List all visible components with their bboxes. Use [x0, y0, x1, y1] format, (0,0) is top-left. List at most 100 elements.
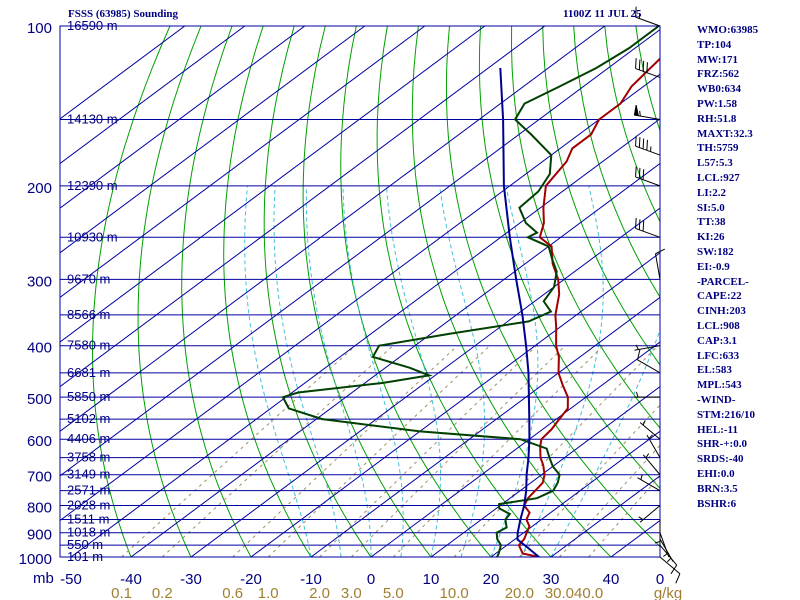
pressure-tick-label: 900 [27, 527, 52, 544]
height-label: 8566 m [67, 307, 110, 322]
temperature-tick-label: 30 [543, 571, 560, 588]
moist-adiabat [550, 328, 660, 557]
index-item: HEL:-11 [697, 423, 738, 436]
temperature-tick-label: 10 [423, 571, 440, 588]
temperature-tick-label: 0 [656, 571, 664, 588]
index-item: EL:583 [697, 364, 732, 377]
mixing-ratio-label: 2.0 [309, 585, 330, 600]
index-item: TP:104 [697, 38, 732, 51]
wind-barb [646, 434, 661, 458]
wind-barb [635, 58, 661, 78]
index-item: PW:1.58 [697, 97, 738, 110]
wind-barb-half [635, 344, 639, 350]
index-item: EHI:0.0 [697, 467, 735, 480]
index-item: LCL:927 [697, 171, 740, 184]
index-item: MAXT:32.3 [697, 127, 753, 140]
mixing-ratio-label: 10.0 [440, 585, 469, 600]
temperature-trace [517, 57, 660, 557]
wind-barb-half [645, 453, 650, 459]
station-title: FSSS (63985) Sounding [68, 8, 179, 20]
isotherm-line [60, 26, 246, 165]
wind-barb-half [663, 552, 668, 557]
height-label: 5102 m [67, 411, 110, 426]
wind-barb-full [635, 58, 637, 69]
moist-adiabat [386, 185, 441, 557]
wind-barb-shaft [635, 145, 661, 156]
dry-adiabat [302, 26, 432, 557]
wind-barb-full [642, 60, 645, 72]
dry-adiabat [376, 26, 552, 557]
wind-barb [638, 505, 661, 523]
wind-barb [634, 392, 660, 398]
wind-barb-flag [633, 105, 639, 117]
temperature-tick-label: -20 [240, 571, 262, 588]
pressure-tick-label: 400 [27, 340, 52, 357]
wind-barb-shaft [635, 16, 661, 27]
mixing-ratio-line [518, 404, 660, 557]
isotherm-line [70, 118, 660, 557]
isotherm-line [130, 162, 660, 557]
index-item: RH:51.8 [697, 112, 737, 125]
wind-barb [659, 532, 670, 558]
index-item: BSHR:6 [697, 497, 737, 510]
sounding-time: 1100Z 11 JUL 25 [563, 8, 642, 20]
axis-unit-label: mb [33, 570, 54, 587]
isotherm-line [60, 26, 606, 432]
mixing-ratio-label: 0.2 [152, 585, 173, 600]
dry-adiabat [340, 26, 492, 557]
wind-barb [635, 217, 661, 238]
wind-barb-shaft [639, 422, 661, 440]
wind-barb-half [654, 541, 661, 544]
height-label: 101 m [67, 549, 103, 564]
index-item: STM:216/10 [697, 408, 756, 421]
temperature-tick-label: -50 [60, 571, 82, 588]
wind-barb-shaft [639, 505, 661, 523]
moist-adiabat [342, 185, 404, 557]
wind-barb-full [638, 219, 641, 230]
isotherm-line [190, 207, 660, 557]
wind-barb-shaft [635, 68, 661, 78]
plot-frame [59, 25, 661, 558]
wind-barb-shaft [634, 345, 661, 351]
index-item: EI:-0.9 [697, 260, 730, 273]
wind-barb [636, 349, 661, 374]
temperature-tick-label: -40 [120, 571, 142, 588]
dry-adiabat [542, 26, 660, 366]
wind-barb-full [675, 573, 681, 584]
mixing-ratio-label: 30.0 [545, 585, 574, 600]
plot-area [60, 26, 660, 557]
height-label: 3758 m [67, 450, 110, 465]
pressure-tick-label: 300 [27, 273, 52, 290]
index-item: SW:182 [697, 245, 734, 258]
mixing-ratio-label: 20.0 [505, 585, 534, 600]
height-label: 2028 m [67, 498, 110, 513]
index-item: SRDS:-40 [697, 453, 744, 466]
wind-barb-full [642, 169, 645, 180]
wind-barb-half [636, 392, 639, 398]
isotherm-line [490, 430, 660, 557]
pressure-tick-label: 100 [27, 20, 52, 37]
isotherm-line [60, 26, 486, 343]
index-item: CINH:203 [697, 305, 746, 318]
index-item: BRN:3.5 [697, 482, 738, 495]
index-item: SI:5.0 [697, 201, 725, 214]
wind-barb-full [655, 248, 666, 255]
mixing-ratio-label: 5.0 [383, 585, 404, 600]
wind-barb-full [642, 138, 645, 149]
wind-barb-shaft [659, 556, 681, 575]
wind-barb-full [635, 166, 637, 177]
wind-barb [654, 519, 661, 546]
pressure-tick-label: 800 [27, 500, 52, 517]
isotherm-line [370, 341, 660, 557]
wind-barb-shaft [637, 359, 661, 374]
height-label: 5850 m [67, 389, 110, 404]
moist-adiabat [520, 185, 604, 557]
wind-barb [659, 556, 681, 584]
mixing-ratio-line [392, 345, 604, 557]
wind-barb-shaft [646, 434, 661, 458]
isotherm-line [60, 26, 546, 388]
wind-barb-full [646, 62, 648, 73]
index-item: FRZ:562 [697, 68, 740, 81]
mixing-ratio-line [161, 345, 394, 557]
isotherm-line [60, 26, 186, 120]
